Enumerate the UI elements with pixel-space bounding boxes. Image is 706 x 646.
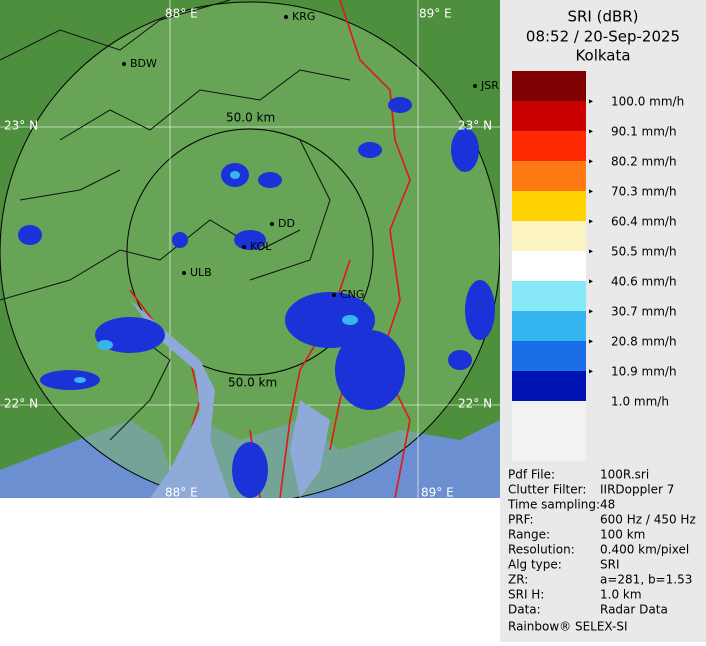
legend-swatch	[512, 101, 586, 131]
info-value: 0.400 km/pixel	[600, 543, 689, 557]
legend-label: 10.9 mm/h	[611, 365, 677, 379]
info-key: SRI H:	[508, 588, 544, 602]
city-dot	[270, 222, 274, 226]
city-label: JSR	[480, 79, 499, 92]
legend-tick: ▸	[589, 157, 593, 166]
legend-swatch	[512, 311, 586, 341]
legend-tick: ▸	[589, 337, 593, 346]
map-labels: 88° E 89° E 23° N 23° N 22° N 22° N 88° E 89° E…	[4, 7, 499, 499]
grid-label: 23° N	[4, 119, 38, 133]
legend-tick: ▸	[589, 97, 593, 106]
legend-label: 70.3 mm/h	[611, 185, 677, 199]
legend-label: 40.6 mm/h	[611, 275, 677, 289]
info-key: Time sampling:	[507, 498, 600, 512]
city-label: CNG	[340, 288, 364, 301]
city-label: BDW	[130, 57, 157, 70]
legend-label: 90.1 mm/h	[611, 125, 677, 139]
site-name: Kolkata	[575, 47, 630, 65]
info-value: a=281, b=1.53	[600, 573, 692, 587]
grid-label: 23° N	[458, 119, 492, 133]
graticule	[0, 0, 500, 498]
city-dot	[182, 271, 186, 275]
echoes-moderate	[74, 171, 358, 383]
info-key: Range:	[508, 528, 550, 542]
grid-label: 88° E	[165, 7, 198, 21]
info-key: Pdf File:	[508, 468, 555, 482]
info-key: Alg type:	[508, 558, 562, 572]
info-value: SRI	[600, 558, 620, 572]
grid-label: 22° N	[4, 397, 38, 411]
legend-panel: SRI (dBR) 08:52 / 20-Sep-2025 Kolkata ▸ 1…	[507, 8, 696, 634]
grid-label: 88° E	[165, 486, 198, 499]
legend-swatch	[512, 221, 586, 251]
legend-tick: ▸	[589, 187, 593, 196]
legend-swatch	[512, 371, 586, 401]
radar-map: 88° E 89° E 23° N 23° N 22° N 22° N 88° E 89° E…	[0, 0, 500, 498]
legend-label: 50.5 mm/h	[611, 245, 677, 259]
legend-swatch	[512, 341, 586, 371]
legend-tick: ▸	[589, 307, 593, 316]
rivers-border	[129, 0, 411, 498]
info-table: Pdf File: 100R.sri Clutter Filter: IIRDoppl…	[507, 468, 696, 617]
info-value: 1.0 km	[600, 588, 642, 602]
info-value: Radar Data	[600, 603, 668, 617]
legend-label: 20.8 mm/h	[611, 335, 677, 349]
info-key: Resolution:	[508, 543, 575, 557]
city-label: DD	[278, 217, 295, 230]
legend-label: 1.0 mm/h	[611, 395, 669, 409]
datetime: 08:52 / 20-Sep-2025	[526, 28, 680, 46]
district-boundaries	[0, 0, 351, 441]
info-key: ZR:	[508, 573, 528, 587]
legend-tick: ▸	[589, 277, 593, 286]
legend-label: 80.2 mm/h	[611, 155, 677, 169]
legend-tick: ▸	[589, 247, 593, 256]
legend-swatch	[512, 131, 586, 161]
ring-label: 50.0 km	[226, 111, 275, 125]
legend: ▸ 100.0 mm/h ▸ 90.1 mm/h ▸ 80.2 mm/h ▸ 70.3 mm/…	[512, 71, 684, 461]
info-key: Data:	[508, 603, 541, 617]
city-dot	[473, 84, 477, 88]
legend-tick: ▸	[589, 367, 593, 376]
grid-label: 89° E	[419, 7, 452, 21]
info-value: IIRDoppler 7	[600, 483, 674, 497]
legend-swatch	[512, 71, 586, 101]
legend-swatch	[512, 161, 586, 191]
echoes	[18, 97, 495, 498]
info-value: 600 Hz / 450 Hz	[600, 513, 696, 527]
legend-tick: ▸	[589, 127, 593, 136]
city-label: KRG	[292, 10, 315, 23]
legend-label: 60.4 mm/h	[611, 215, 677, 229]
grid-label: 22° N	[458, 397, 492, 411]
info-key: PRF:	[508, 513, 534, 527]
info-value: 100R.sri	[600, 468, 649, 482]
city-dot	[242, 245, 246, 249]
legend-swatch	[512, 251, 586, 281]
city-label: ULB	[190, 266, 212, 279]
city-dot	[122, 62, 126, 66]
city-dot	[332, 293, 336, 297]
legend-swatch	[512, 281, 586, 311]
info-key: Clutter Filter:	[508, 483, 586, 497]
legend-swatch	[512, 191, 586, 221]
ring-label: 50.0 km	[228, 376, 277, 390]
info-value: 100 km	[600, 528, 645, 542]
footer: Rainbow® SELEX-SI	[508, 620, 628, 634]
city-label: KOL	[250, 240, 272, 253]
legend-tick: ▸	[589, 217, 593, 226]
city-dot	[284, 15, 288, 19]
legend-label: 30.7 mm/h	[611, 305, 677, 319]
legend-nodata	[512, 401, 586, 461]
product-title: SRI (dBR)	[567, 8, 638, 26]
legend-label: 100.0 mm/h	[611, 95, 684, 109]
grid-label: 89° E	[421, 486, 454, 499]
side-panel: SRI (dBR) 08:52 / 20-Sep-2025 Kolkata ▸ 1…	[500, 0, 706, 642]
info-value: 48	[600, 498, 615, 512]
estuary	[130, 300, 330, 498]
